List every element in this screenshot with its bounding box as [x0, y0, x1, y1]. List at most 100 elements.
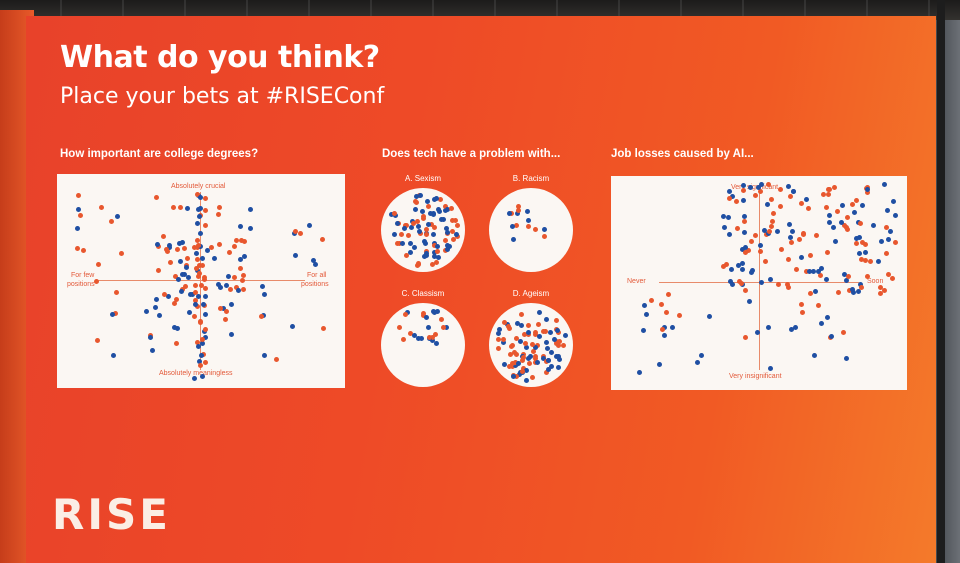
q3-dot	[840, 330, 846, 336]
q1-dot	[199, 262, 205, 268]
q1-dot	[217, 284, 223, 290]
q3-dot	[855, 288, 861, 294]
q2-dot	[535, 360, 541, 366]
q3-dot	[864, 186, 870, 192]
q3-dot	[807, 291, 813, 297]
q3-dot	[743, 245, 749, 251]
q2-dot	[547, 329, 553, 335]
q2-dot	[518, 312, 524, 318]
q3-dot	[746, 299, 752, 305]
q1-dot	[93, 279, 99, 285]
q1-dot	[187, 292, 193, 298]
q2-dot	[556, 356, 562, 362]
q1-dot	[223, 316, 229, 322]
q3-dot	[785, 256, 791, 262]
q3-dot	[758, 182, 764, 188]
q1-dot	[240, 287, 246, 293]
q1-dot	[95, 338, 101, 344]
q1-dot	[183, 283, 189, 289]
q2-dot	[423, 253, 429, 258]
q1-dot	[196, 214, 202, 220]
q3-dot	[794, 267, 800, 273]
q2-title: Does tech have a problem with...	[382, 148, 561, 160]
q2-dot	[405, 310, 411, 316]
q1-dot	[184, 255, 190, 261]
q3-dot	[767, 277, 773, 283]
q2-dot	[412, 245, 418, 251]
q3-dot	[663, 309, 669, 315]
q2-dot	[454, 223, 460, 229]
q2-dot	[514, 222, 520, 228]
q3-dot	[844, 356, 850, 362]
q1-horizontal-axis	[97, 280, 305, 281]
q3-dot	[757, 248, 763, 254]
q1-dot	[234, 285, 240, 291]
q1-dot	[76, 192, 82, 198]
q3-dot	[786, 183, 792, 189]
q2-dot	[395, 240, 401, 246]
q2-dot	[391, 231, 397, 237]
q3-dot	[739, 261, 745, 267]
q3-dot	[878, 239, 884, 245]
q2-dot	[509, 343, 515, 349]
q3-dot	[892, 213, 898, 219]
q2-dot	[514, 335, 520, 341]
q1-dot	[153, 297, 159, 303]
q2-dot	[394, 221, 400, 227]
q1-bottom-label: Absolutely meaningless	[159, 370, 233, 377]
q3-dot	[787, 221, 793, 227]
q2-dot	[524, 208, 530, 214]
q1-dot	[184, 205, 190, 211]
q3-dot	[883, 250, 889, 256]
q3-dot	[734, 199, 740, 205]
q3-dot	[785, 284, 791, 290]
q2-dot	[450, 217, 456, 223]
q1-dot	[200, 302, 206, 308]
q2-dot	[500, 340, 506, 346]
q1-dot	[289, 324, 295, 330]
q2-dot	[442, 237, 448, 243]
q2-dot	[515, 210, 521, 216]
q3-dot	[793, 324, 799, 330]
q2-dot	[532, 353, 538, 359]
q1-dot	[111, 353, 117, 359]
q2-dot	[434, 309, 440, 315]
q2-dot	[450, 236, 456, 242]
q3-dot	[726, 214, 732, 220]
q2-dot	[431, 254, 437, 260]
q2-dot	[520, 366, 526, 372]
q1-dot	[237, 266, 243, 272]
q3-dot	[817, 272, 823, 278]
q3-dot	[727, 196, 733, 202]
q1-dot	[216, 211, 222, 217]
q1-dot	[205, 248, 211, 254]
q1-dot	[311, 258, 317, 264]
q3-dot	[778, 246, 784, 252]
q1-dot	[260, 284, 266, 290]
q2-dot	[543, 358, 549, 364]
q3-panel: Very significant Very insignificant Neve…	[611, 176, 907, 390]
q3-dot	[737, 278, 743, 284]
q2-dot	[555, 342, 561, 348]
q2-dot	[508, 351, 514, 357]
q1-dot	[187, 309, 193, 315]
q3-bottom-label: Very insignificant	[729, 373, 782, 380]
q3-dot	[767, 228, 773, 234]
q2-dot	[426, 325, 432, 331]
q1-dot	[196, 294, 202, 300]
q2-dot	[443, 204, 449, 210]
q1-dot	[228, 302, 234, 308]
q2-dot	[518, 323, 524, 329]
q2-dot	[501, 320, 507, 326]
q1-dot	[312, 262, 318, 268]
q3-dot	[862, 242, 868, 248]
q2-dot	[519, 368, 525, 374]
q2-dot	[428, 211, 434, 217]
q3-dot	[754, 330, 760, 336]
q1-dot	[196, 263, 202, 269]
q3-dot	[641, 327, 647, 333]
q1-dot	[209, 244, 215, 250]
q2-dot	[408, 331, 414, 337]
q1-dot	[292, 228, 298, 234]
